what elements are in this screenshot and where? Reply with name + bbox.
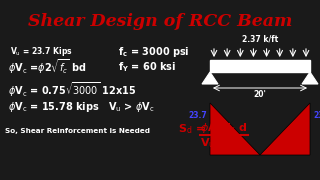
Text: 20': 20' [253,90,267,99]
Text: V$_\mathrm{u}$ = 23.7 Kips: V$_\mathrm{u}$ = 23.7 Kips [10,45,73,58]
Text: 23.7: 23.7 [313,111,320,120]
Text: 23.7: 23.7 [188,111,207,120]
Text: V$_\mathrm{u}$ > $\phi$V$_\mathrm{c}$: V$_\mathrm{u}$ > $\phi$V$_\mathrm{c}$ [108,100,155,114]
Text: $\phi$A$_\mathrm{v}$ f$_\mathrm{y}$ d: $\phi$A$_\mathrm{v}$ f$_\mathrm{y}$ d [200,122,248,138]
Text: V$_\mathrm{u}$ - $\phi$V$_\mathrm{c}$: V$_\mathrm{u}$ - $\phi$V$_\mathrm{c}$ [200,136,248,150]
Polygon shape [302,72,318,84]
Bar [210,60,310,72]
Text: $\phi$V$_\mathrm{c}$ =$\phi$2$\sqrt{f_c}$ bd: $\phi$V$_\mathrm{c}$ =$\phi$2$\sqrt{f_c}… [8,57,86,76]
Polygon shape [260,103,310,155]
Text: 2.37 k/ft: 2.37 k/ft [242,35,278,44]
Polygon shape [202,72,218,84]
Text: $\phi$V$_\mathrm{c}$ = 0.75$\sqrt{3000}$ 12x15: $\phi$V$_\mathrm{c}$ = 0.75$\sqrt{3000}$… [8,80,136,99]
Text: $\mathbf{f_c}$ = 3000 psi: $\mathbf{f_c}$ = 3000 psi [118,45,190,59]
Text: $\mathbf{f_Y}$ = 60 ksi: $\mathbf{f_Y}$ = 60 ksi [118,60,176,74]
Text: So, Shear Reinforcement is Needed: So, Shear Reinforcement is Needed [5,128,150,134]
Polygon shape [210,103,260,155]
Text: $\phi$V$_\mathrm{c}$ = 15.78 kips: $\phi$V$_\mathrm{c}$ = 15.78 kips [8,100,100,114]
Text: S$_\mathrm{d}$ =: S$_\mathrm{d}$ = [178,122,205,136]
Text: Shear Design of RCC Beam: Shear Design of RCC Beam [28,13,292,30]
